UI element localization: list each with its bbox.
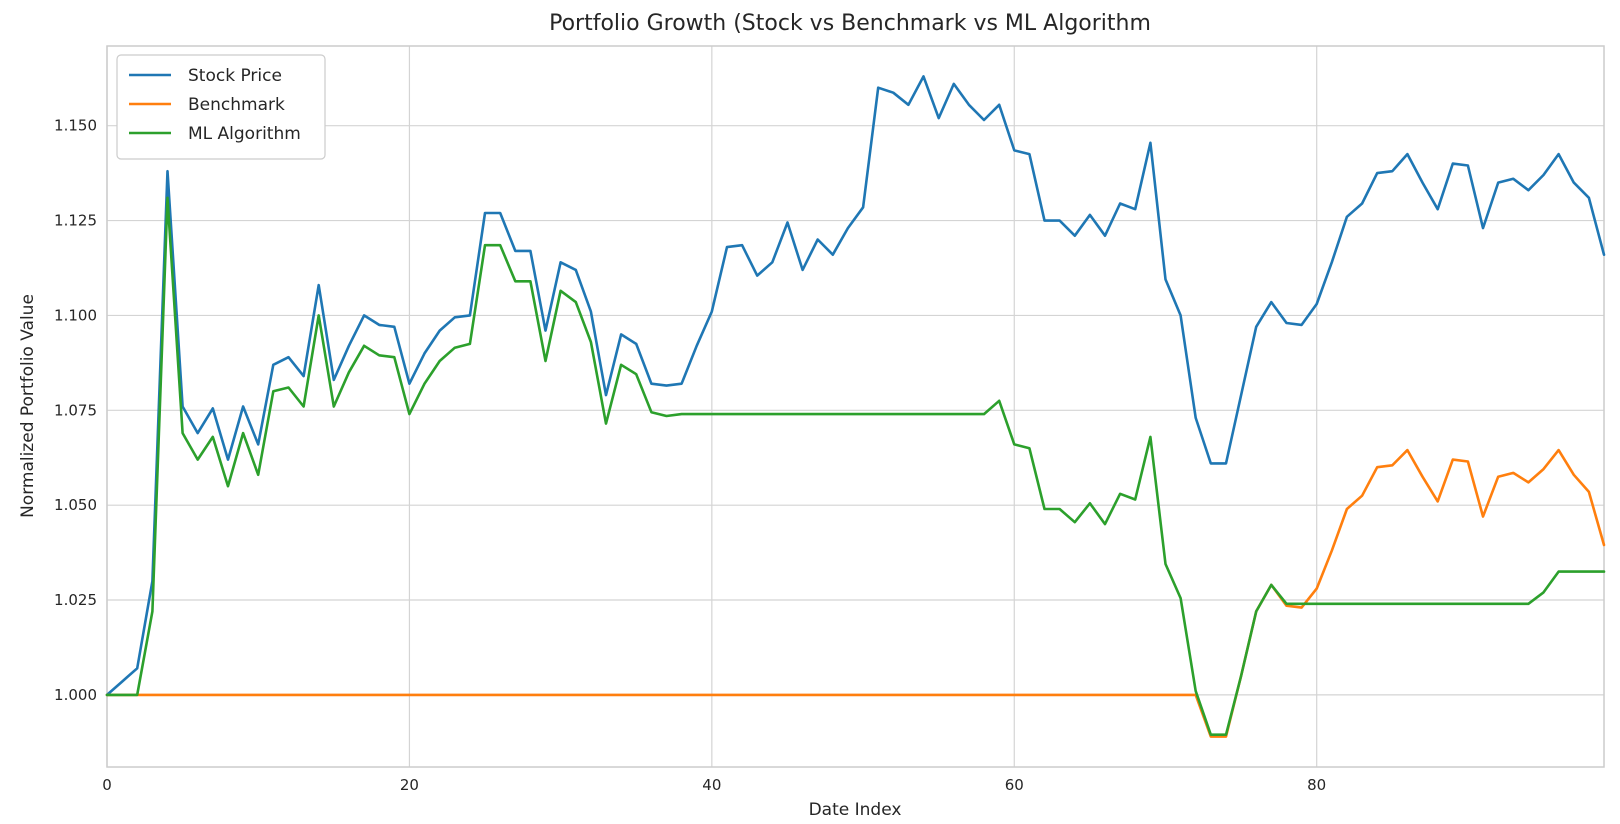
- y-tick-label: 1.075: [54, 401, 97, 419]
- x-tick-label: 0: [102, 776, 112, 794]
- plot-frame: [106, 45, 1605, 768]
- x-tick-label: 40: [702, 776, 721, 794]
- y-tick-label: 1.125: [54, 212, 97, 230]
- y-tick-labels: 1.000 1.025 1.050 1.075 1.100 1.125 1.150: [54, 117, 97, 704]
- y-tick-label: 1.000: [54, 686, 97, 704]
- y-tick-label: 1.100: [54, 306, 97, 324]
- series-lines: [105, 75, 1606, 738]
- chart-title: Portfolio Growth (Stock vs Benchmark vs …: [549, 11, 1151, 36]
- legend: Stock Price Benchmark ML Algorithm: [116, 54, 326, 160]
- x-axis-label: Date Index: [809, 800, 902, 820]
- x-tick-labels: 0 20 40 60 80: [102, 776, 1326, 794]
- legend-label-benchmark: Benchmark: [188, 95, 285, 115]
- y-tick-label: 1.150: [54, 117, 97, 135]
- legend-label-ml-algorithm: ML Algorithm: [188, 124, 301, 144]
- series-line-stock-price: [105, 75, 1606, 697]
- y-tick-label: 1.025: [54, 591, 97, 609]
- x-tick-label: 20: [400, 776, 419, 794]
- series-line-ml-algorithm: [105, 196, 1606, 737]
- y-tick-label: 1.050: [54, 496, 97, 514]
- y-axis-label: Normalized Portfolio Value: [18, 294, 38, 518]
- grid-lines: [106, 46, 1604, 767]
- legend-label-stock-price: Stock Price: [188, 66, 282, 86]
- x-tick-label: 60: [1005, 776, 1024, 794]
- series-line-benchmark: [105, 448, 1606, 738]
- x-tick-label: 80: [1307, 776, 1326, 794]
